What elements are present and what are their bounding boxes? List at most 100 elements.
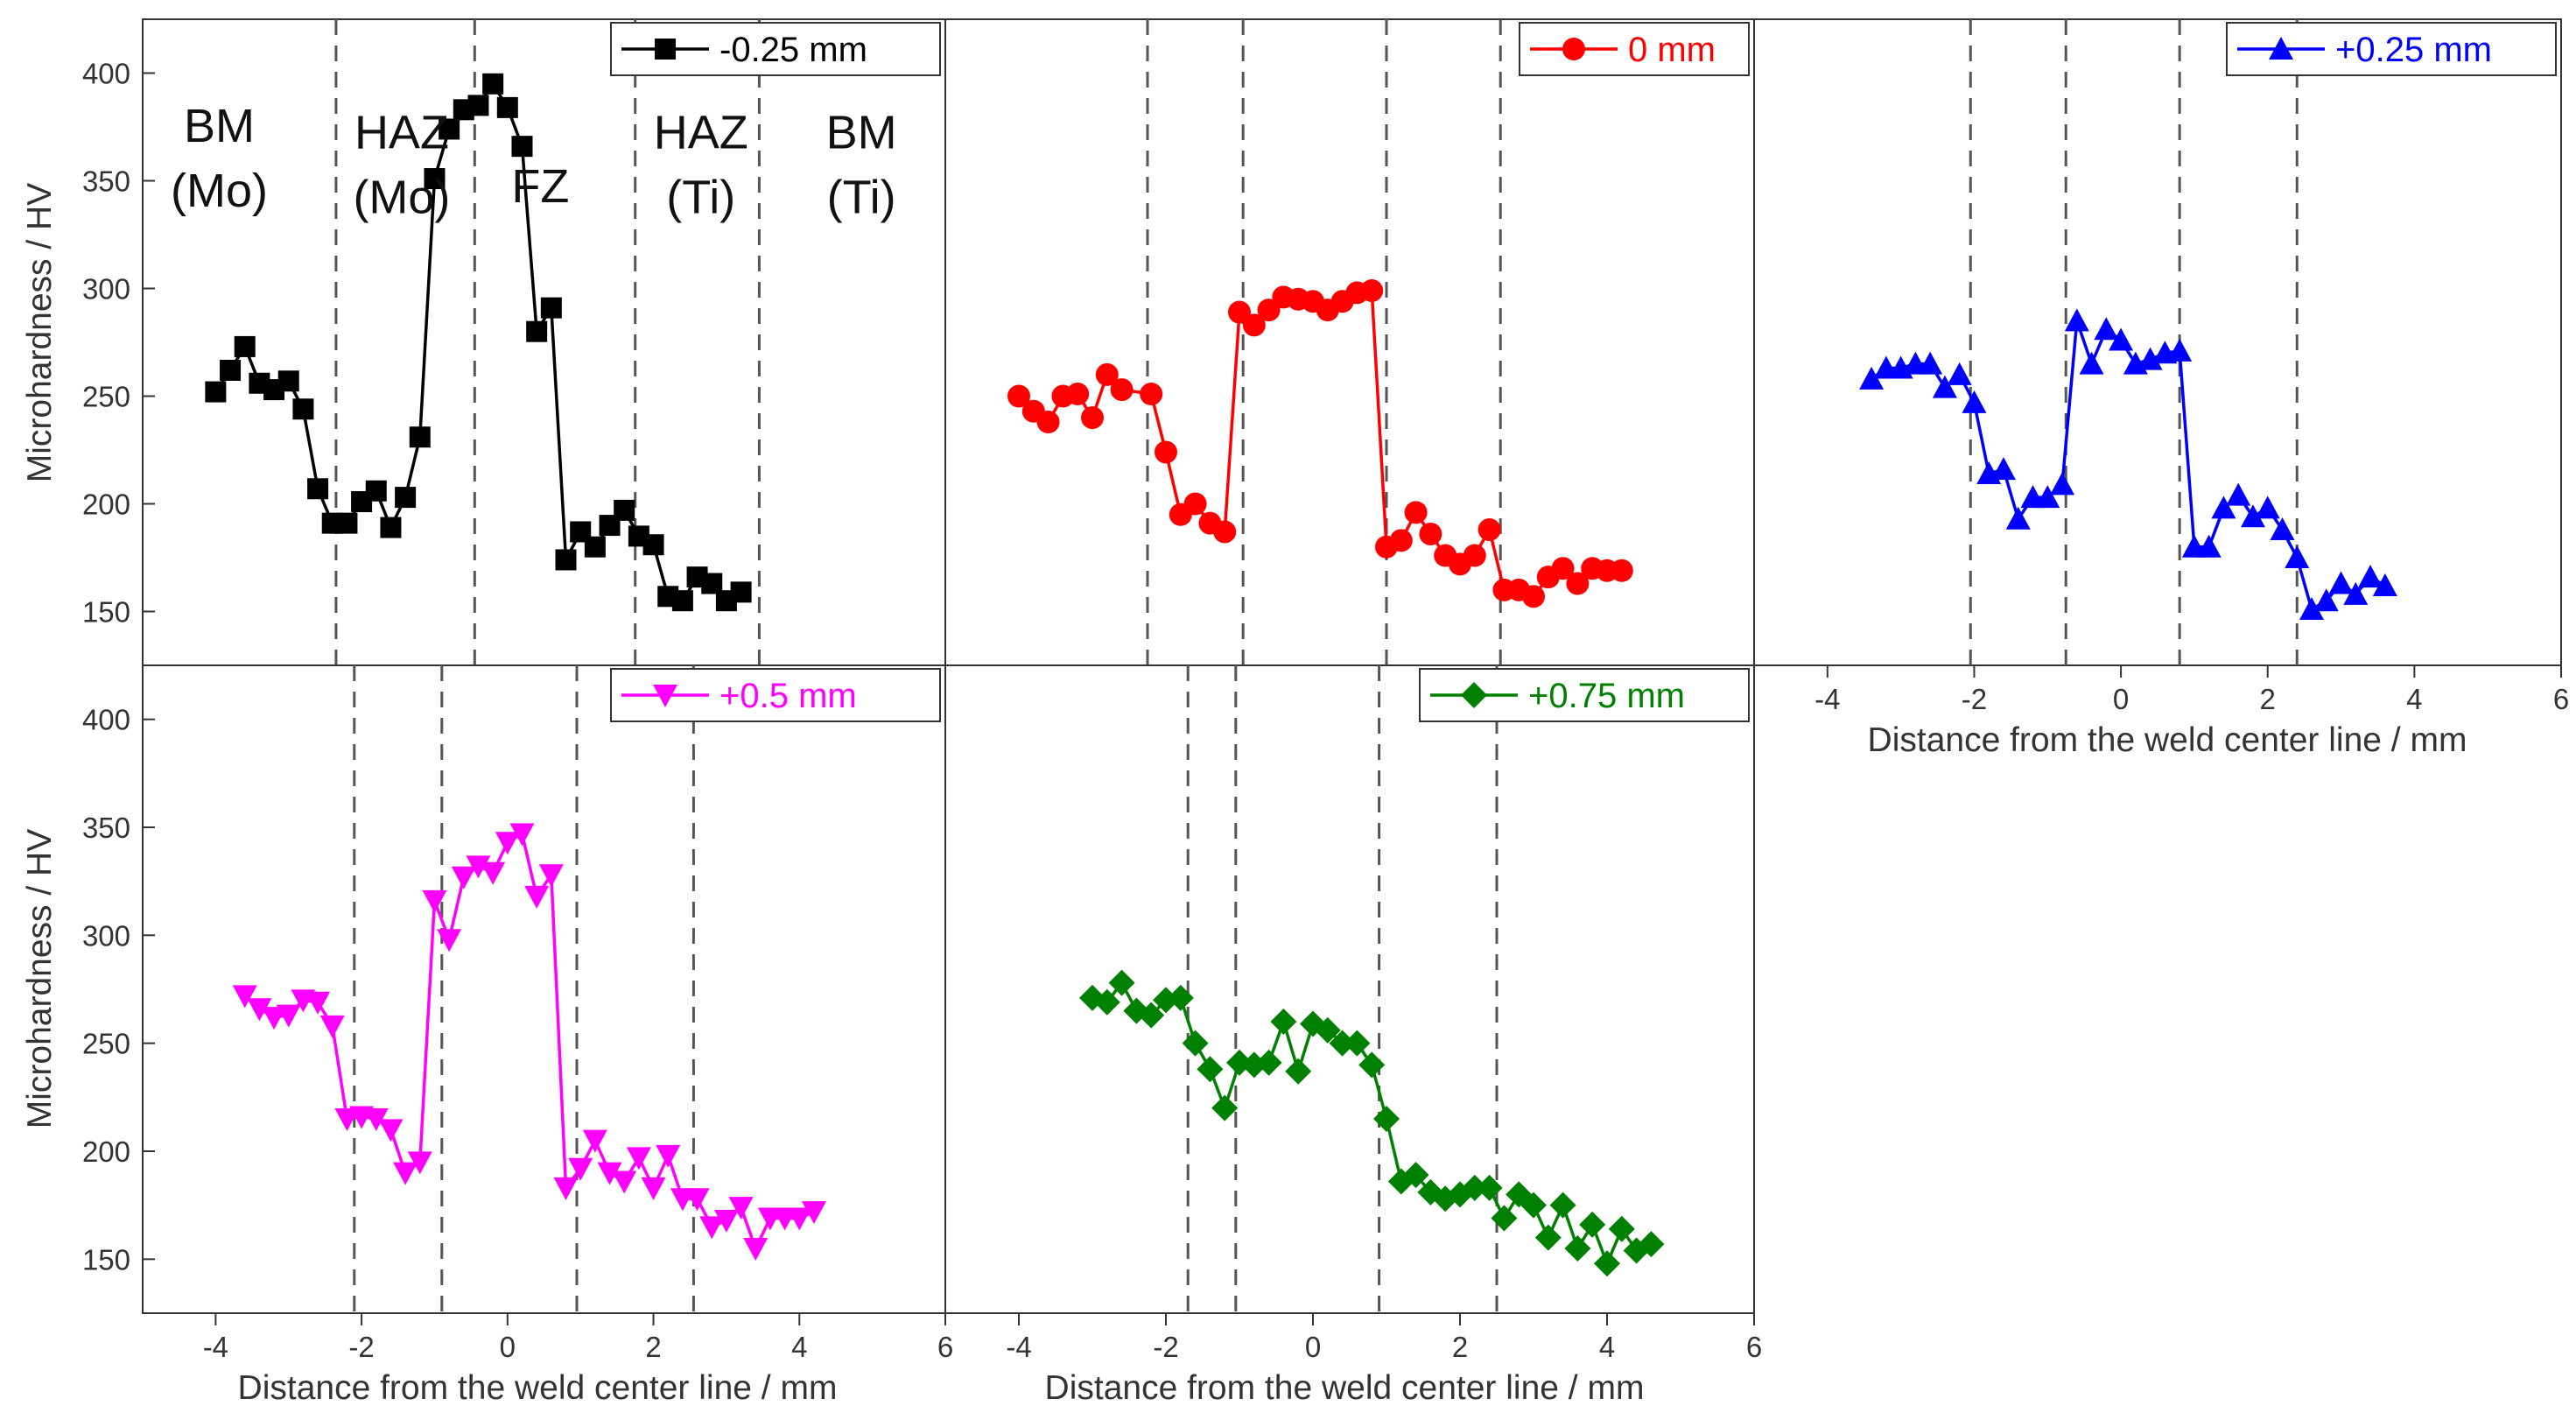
data-point: [378, 1119, 404, 1142]
data-point: [1389, 529, 1413, 552]
data-point: [2285, 545, 2310, 568]
data-point: [2167, 338, 2193, 362]
region-label-sub: (Mo): [353, 172, 450, 224]
data-point: [2109, 327, 2134, 351]
data-point: [1257, 299, 1281, 322]
data-point: [671, 590, 693, 612]
data-point: [699, 1216, 725, 1240]
data-point: [437, 929, 462, 953]
y-tick-label: 300: [82, 919, 130, 952]
legend-label: +0.5 mm: [719, 677, 857, 715]
region-label-sub: (Mo): [171, 165, 268, 217]
data-point: [2050, 472, 2075, 496]
x-tick-label: -2: [1962, 683, 1987, 715]
data-point: [1594, 1250, 1620, 1277]
data-point: [787, 1207, 812, 1231]
chart-panel-1: 150 200 250 300 350 400 -0.25 mm BM (Mo) HAZ (Mo) F…: [82, 18, 946, 666]
data-point: [524, 885, 550, 909]
data-point: [1918, 351, 1943, 375]
data-point: [482, 73, 504, 95]
data-point: [1564, 1235, 1591, 1262]
data-point: [656, 1144, 681, 1168]
data-point: [1402, 1162, 1429, 1189]
y-axis-label-top: Microhardness / HV: [21, 183, 59, 482]
y-axis-label-bottom-text: Microhardness / HV: [21, 829, 59, 1128]
data-point: [467, 95, 489, 116]
data-point: [1358, 1051, 1386, 1079]
data-point: [538, 864, 564, 888]
data-point: [743, 1238, 769, 1261]
data-point: [1476, 1174, 1503, 1201]
data-point: [2343, 581, 2369, 605]
data-point: [2137, 347, 2163, 370]
data-point: [1081, 406, 1104, 430]
chart-panel-2: 0 mm: [944, 18, 1755, 666]
data-point: [365, 480, 387, 502]
x-tick-label: 0: [1305, 1331, 1321, 1363]
data-point: [1419, 522, 1442, 545]
legend-label: 0 mm: [1628, 31, 1716, 69]
x-tick-label: -4: [203, 1331, 228, 1363]
x-tick-label: -2: [1153, 1331, 1178, 1363]
data-point: [1093, 988, 1120, 1016]
data-point: [2211, 496, 2236, 519]
data-point: [2196, 534, 2222, 558]
data-point: [597, 1162, 622, 1185]
data-point: [1549, 1192, 1576, 1219]
y-axis-label-top-text: Microhardness / HV: [21, 183, 59, 482]
data-point: [1522, 585, 1545, 608]
data-point: [1638, 1231, 1665, 1258]
data-point: [1255, 1049, 1282, 1076]
data-point: [409, 426, 431, 448]
data-point: [1932, 375, 1957, 398]
data-point: [2372, 573, 2397, 596]
x-tick-label: 4: [791, 1331, 807, 1363]
panel-frame: [1753, 18, 2562, 666]
chart-panel-3: -4 -2 0 2 4 6 +0.25 mm: [1753, 18, 2569, 715]
y-tick-label: 150: [82, 596, 130, 629]
data-point: [2079, 351, 2104, 375]
series-line: [1091, 981, 1653, 1266]
y-tick-label: 350: [82, 812, 130, 844]
data-point: [1329, 1030, 1356, 1057]
x-tick-label: 6: [2553, 683, 2569, 715]
data-point: [1610, 559, 1633, 582]
region-label-sub: (Ti): [666, 172, 735, 224]
data-point: [1228, 300, 1251, 324]
data-point: [380, 517, 402, 538]
x-tick-label: -4: [1006, 1331, 1031, 1363]
data-point: [1463, 544, 1486, 567]
data-point: [1066, 383, 1090, 406]
series-line: [214, 82, 742, 602]
data-point: [334, 1108, 360, 1131]
panel-frame: [142, 664, 946, 1314]
data-point: [451, 866, 476, 889]
data-point: [1314, 1016, 1341, 1044]
data-point: [2035, 485, 2060, 509]
data-point: [1551, 557, 1575, 580]
region-label: HAZ: [354, 107, 449, 159]
data-point: [1197, 1056, 1224, 1083]
data-point: [2240, 504, 2265, 528]
panel-frame: [142, 18, 946, 666]
data-point: [1140, 383, 1163, 406]
x-axis-label-panel-5: Distance from the weld center line / mm: [1045, 1369, 1645, 1407]
region-label: BM: [826, 107, 897, 159]
data-point: [1962, 390, 1987, 413]
series-line: [1017, 289, 1622, 599]
data-point: [292, 398, 314, 420]
data-point: [422, 889, 447, 913]
data-point: [553, 1177, 579, 1200]
data-point: [1990, 457, 2016, 481]
data-point: [1461, 1174, 1488, 1201]
legend-marker: [653, 685, 677, 707]
data-point: [276, 1004, 301, 1028]
data-point: [393, 1162, 418, 1185]
data-point: [1211, 1094, 1239, 1121]
legend-marker: [1562, 38, 1585, 60]
data-point: [1520, 1192, 1547, 1219]
data-point: [1285, 1058, 1312, 1085]
legend-label: +0.75 mm: [1528, 677, 1685, 715]
y-tick-label: 150: [82, 1243, 130, 1276]
